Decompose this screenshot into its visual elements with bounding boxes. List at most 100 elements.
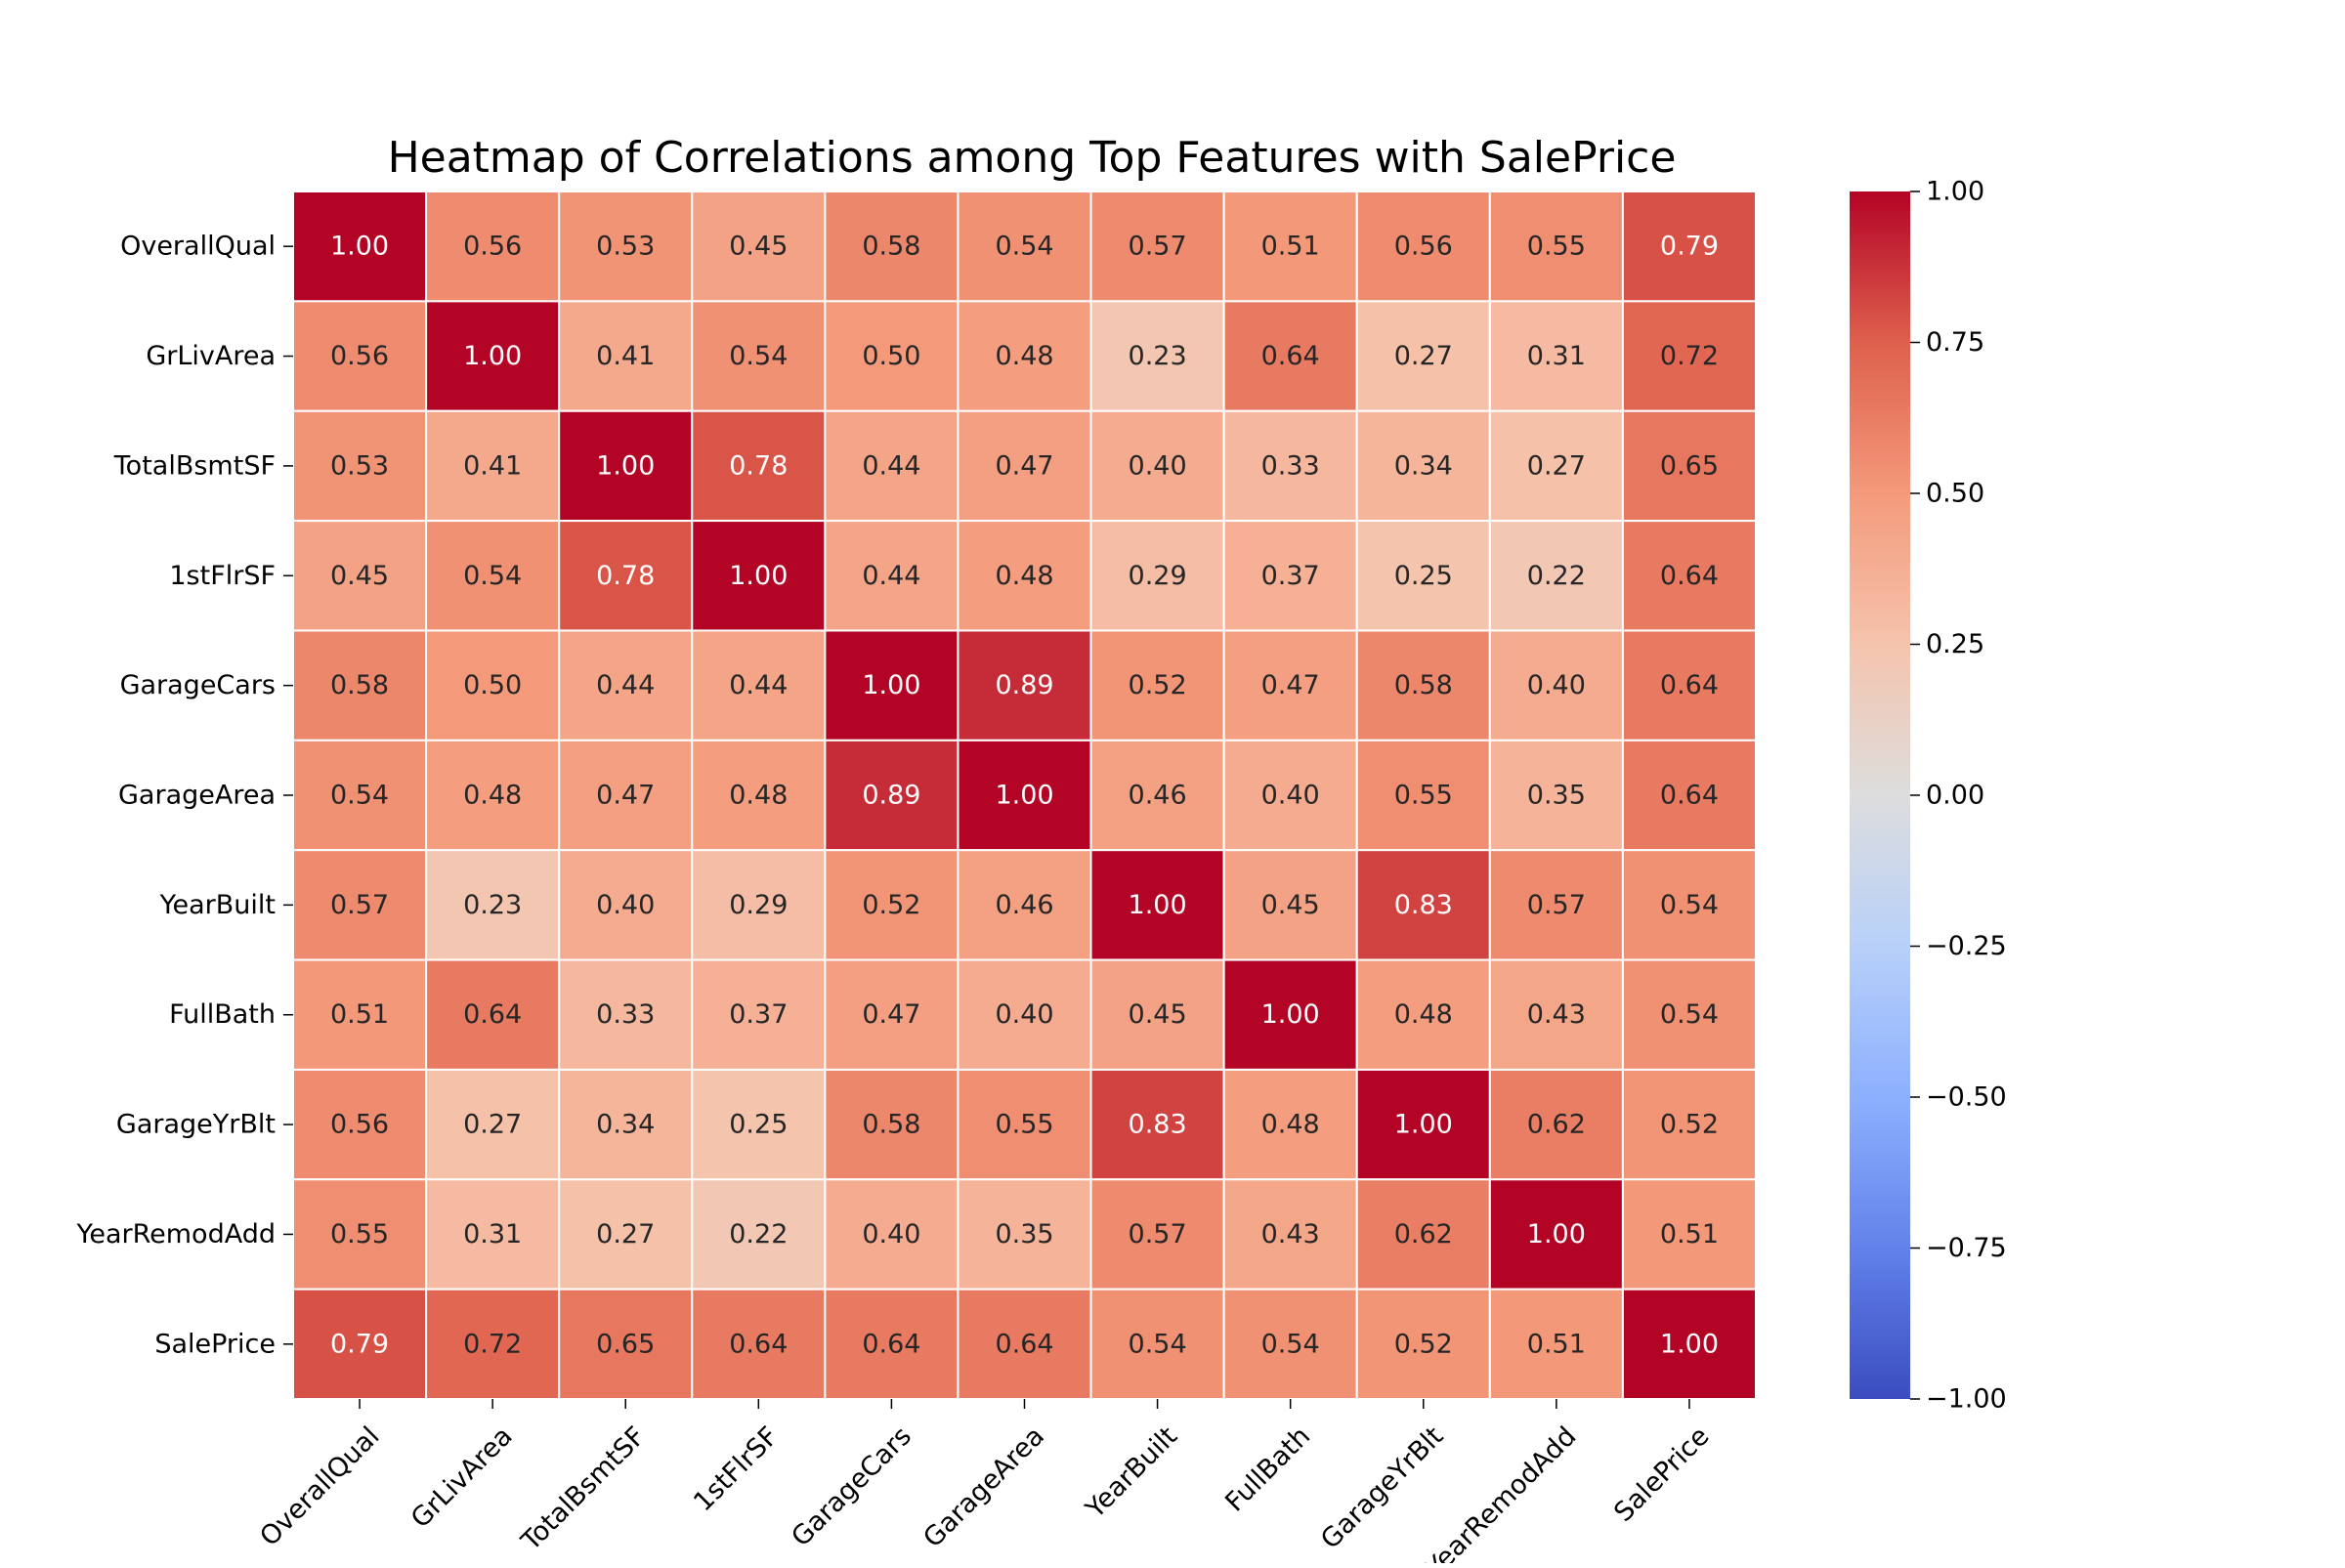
heatmap-cell-value: 0.56 — [330, 1110, 389, 1140]
heatmap-cell — [1355, 1068, 1491, 1181]
heatmap-cell-value: 0.40 — [1129, 450, 1187, 481]
heatmap-cell — [691, 520, 827, 632]
heatmap-cell — [1222, 191, 1358, 303]
heatmap-cell — [558, 629, 694, 742]
heatmap-cell — [957, 958, 1092, 1071]
heatmap-cell-value: 0.83 — [1394, 890, 1453, 920]
heatmap-cell-value: 0.65 — [596, 1329, 655, 1359]
heatmap-cell-value: 1.00 — [1129, 890, 1187, 920]
heatmap-cell-value: 0.22 — [729, 1219, 788, 1250]
heatmap-cell-value: 0.31 — [1527, 341, 1586, 371]
heatmap-cell-value: 0.78 — [596, 561, 655, 591]
heatmap-cell-value: 0.45 — [1261, 890, 1320, 920]
heatmap-cell — [957, 739, 1092, 852]
heatmap-cell — [1089, 409, 1225, 523]
heatmap-cell-value: 0.22 — [1527, 561, 1586, 591]
heatmap-cell-value: 0.55 — [995, 1110, 1053, 1140]
heatmap-cell-value: 0.45 — [729, 232, 788, 262]
heatmap-cell-value: 0.64 — [729, 1329, 788, 1359]
heatmap-cell-value: 0.62 — [1394, 1219, 1453, 1250]
heatmap-cell — [1488, 300, 1624, 412]
heatmap-cell-value: 0.40 — [596, 890, 655, 920]
heatmap-cell-value: 0.41 — [596, 341, 655, 371]
colorbar-tick-label: −0.50 — [1926, 1082, 2007, 1113]
y-tick-label: SalePrice — [154, 1329, 276, 1359]
y-tick-label: TotalBsmtSF — [113, 450, 276, 481]
heatmap-cell-value: 0.44 — [862, 450, 920, 481]
heatmap-cell — [824, 300, 959, 412]
heatmap-cell-value: 0.83 — [1129, 1110, 1187, 1140]
heatmap-cell — [1621, 300, 1757, 412]
heatmap-cell-value: 1.00 — [729, 561, 788, 591]
heatmap-cell-value: 0.64 — [1660, 670, 1719, 700]
heatmap-cell-value: 0.45 — [330, 561, 389, 591]
heatmap-cell-value: 0.40 — [1261, 781, 1320, 811]
heatmap-cell — [957, 1288, 1092, 1400]
heatmap-cell-value: 0.54 — [330, 781, 389, 811]
heatmap-cell — [957, 300, 1092, 412]
heatmap-cell-value: 0.53 — [596, 232, 655, 262]
heatmap-cell-value: 0.64 — [463, 999, 522, 1030]
heatmap-cell-value: 0.58 — [330, 670, 389, 700]
heatmap-cell-value: 0.27 — [463, 1110, 522, 1140]
heatmap-cell-value: 0.48 — [729, 781, 788, 811]
heatmap-cell-value: 0.72 — [463, 1329, 522, 1359]
heatmap-cell-value: 0.27 — [1394, 341, 1453, 371]
heatmap-cell — [1621, 409, 1757, 523]
heatmap-cell — [824, 409, 959, 523]
heatmap-cell — [558, 1178, 694, 1291]
y-tick-label: GrLivArea — [146, 341, 276, 371]
heatmap-cell — [824, 1288, 959, 1400]
heatmap-cell-value: 0.55 — [1527, 232, 1586, 262]
heatmap-cell — [1488, 958, 1624, 1071]
heatmap-cell — [292, 409, 428, 523]
heatmap-cell — [558, 520, 694, 632]
heatmap-cell-value: 0.55 — [1394, 781, 1453, 811]
heatmap-cell-value: 0.54 — [463, 561, 522, 591]
heatmap-cell-value: 0.56 — [330, 341, 389, 371]
heatmap-cell-value: 1.00 — [1527, 1219, 1586, 1250]
heatmap-cell — [1355, 1178, 1491, 1291]
heatmap-cell-value: 0.79 — [1660, 232, 1719, 262]
heatmap-cell-value: 0.31 — [463, 1219, 522, 1250]
heatmap-cell-value: 0.33 — [596, 999, 655, 1030]
heatmap-cell-value: 0.89 — [995, 670, 1053, 700]
heatmap-cell-value: 0.58 — [862, 1110, 920, 1140]
x-tick-label: GrLivArea — [405, 1421, 519, 1535]
heatmap-cell-value: 0.54 — [1129, 1329, 1187, 1359]
heatmap-cell-value: 0.79 — [330, 1329, 389, 1359]
x-tick-label: GarageCars — [786, 1421, 917, 1553]
heatmap-cell — [292, 739, 428, 852]
heatmap-cell-value: 0.44 — [729, 670, 788, 700]
heatmap-cell-value: 0.53 — [330, 450, 389, 481]
heatmap-cell-value: 0.57 — [1527, 890, 1586, 920]
heatmap-cell-value: 0.64 — [1660, 561, 1719, 591]
colorbar-tick-label: −1.00 — [1926, 1384, 2007, 1415]
heatmap-cell — [1089, 629, 1225, 742]
heatmap-cell — [1222, 300, 1358, 412]
heatmap-cell-value: 0.35 — [1527, 781, 1586, 811]
heatmap-cell — [1222, 1068, 1358, 1181]
heatmap-cell — [292, 958, 428, 1071]
heatmap-cell — [1355, 300, 1491, 412]
heatmap-cell — [425, 958, 561, 1071]
heatmap-cell — [425, 849, 561, 961]
heatmap-cell-value: 0.56 — [463, 232, 522, 262]
colorbar-ticks: 1.00 0.75 0.50 0.25 0.00 −0.25 −0.50 −0.75 −1.00 — [1910, 177, 2007, 1415]
heatmap-cell-value: 0.52 — [1660, 1110, 1719, 1140]
heatmap-cell-value: 0.43 — [1527, 999, 1586, 1030]
heatmap-cell — [1621, 520, 1757, 632]
heatmap-cell — [558, 1288, 694, 1400]
heatmap-cell-value: 0.34 — [596, 1110, 655, 1140]
heatmap-cell — [1488, 1068, 1624, 1181]
heatmap-cell-value: 0.54 — [1660, 890, 1719, 920]
heatmap-cell — [691, 958, 827, 1071]
heatmap-cell-value: 0.58 — [1394, 670, 1453, 700]
heatmap-cell — [425, 191, 561, 303]
heatmap-cell — [1621, 629, 1757, 742]
heatmap-cell — [824, 629, 959, 742]
heatmap-cell-value: 0.25 — [729, 1110, 788, 1140]
heatmap-cell-value: 0.55 — [330, 1219, 389, 1250]
heatmap-cell-value: 0.54 — [1261, 1329, 1320, 1359]
